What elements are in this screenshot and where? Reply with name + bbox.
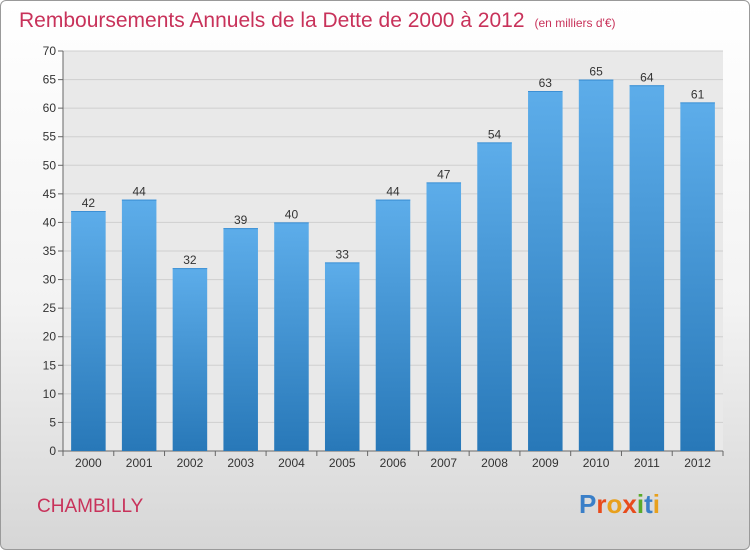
logo-letter: o: [606, 489, 623, 519]
bar: [121, 199, 157, 451]
bar: [223, 228, 258, 451]
x-tick-label: 2008: [481, 456, 508, 470]
x-tick-label: 2011: [634, 456, 660, 470]
y-tick-label: 55: [43, 130, 57, 144]
chart-title-text: Remboursements Annuels de la Dette de 20…: [19, 9, 525, 32]
y-tick-label: 25: [43, 301, 57, 315]
x-tick-label: 2005: [329, 456, 356, 470]
data-label: 40: [285, 207, 299, 221]
y-tick-label: 5: [49, 415, 56, 429]
logo-letter: i: [636, 489, 645, 519]
x-tick-label: 2004: [278, 456, 305, 470]
x-tick-label: 2002: [177, 456, 204, 470]
data-label: 63: [539, 76, 553, 90]
bar: [274, 222, 309, 451]
data-label: 33: [336, 247, 350, 261]
data-label: 54: [488, 127, 502, 141]
x-tick-label: 2006: [380, 456, 407, 470]
x-tick-label: 2012: [684, 456, 711, 470]
y-tick-label: 30: [43, 273, 57, 287]
data-label: 44: [132, 185, 146, 199]
y-tick-label: 10: [43, 387, 57, 401]
y-tick-label: 45: [43, 187, 57, 201]
logo-letter: r: [596, 489, 607, 519]
town-name: CHAMBILLY: [37, 496, 144, 517]
y-tick-label: 70: [43, 44, 57, 58]
y-tick-label: 20: [43, 330, 57, 344]
bar: [680, 102, 715, 451]
y-tick-label: 15: [43, 358, 57, 372]
y-tick-label: 40: [43, 215, 57, 229]
data-label: 61: [691, 87, 705, 101]
data-label: 47: [437, 167, 451, 181]
x-tick-label: 2007: [430, 456, 457, 470]
data-label: 65: [589, 65, 603, 79]
logo-letter: i: [652, 489, 660, 519]
logo-letter: x: [622, 489, 637, 519]
data-label: 64: [640, 70, 654, 84]
x-tick-label: 2010: [583, 456, 610, 470]
bar: [629, 85, 665, 452]
logo-letter: t: [644, 489, 653, 519]
bar: [426, 182, 462, 451]
y-tick-label: 60: [43, 101, 57, 115]
data-label: 39: [234, 213, 248, 227]
x-tick-label: 2003: [227, 456, 254, 470]
y-tick-label: 0: [49, 444, 56, 458]
y-tick-label: 35: [43, 244, 57, 258]
data-label: 44: [386, 185, 400, 199]
chart-unit: (en milliers d'€): [534, 16, 616, 30]
bar: [477, 142, 512, 451]
bar: [375, 199, 411, 451]
x-tick-label: 2009: [532, 456, 559, 470]
bar: [172, 268, 208, 451]
bar: [528, 91, 563, 451]
data-label: 42: [82, 196, 96, 210]
proxiti-logo: Proxiti: [579, 489, 660, 520]
x-tick-label: 2001: [126, 456, 153, 470]
bar: [578, 79, 614, 452]
chart-title: Remboursements Annuels de la Dette de 20…: [19, 9, 616, 33]
y-tick-label: 50: [43, 158, 57, 172]
logo-letter: P: [579, 489, 597, 519]
x-tick-label: 2000: [75, 456, 102, 470]
data-label: 32: [183, 253, 197, 267]
y-tick-label: 65: [43, 73, 57, 87]
bar: [324, 262, 360, 451]
bar: [71, 211, 106, 451]
